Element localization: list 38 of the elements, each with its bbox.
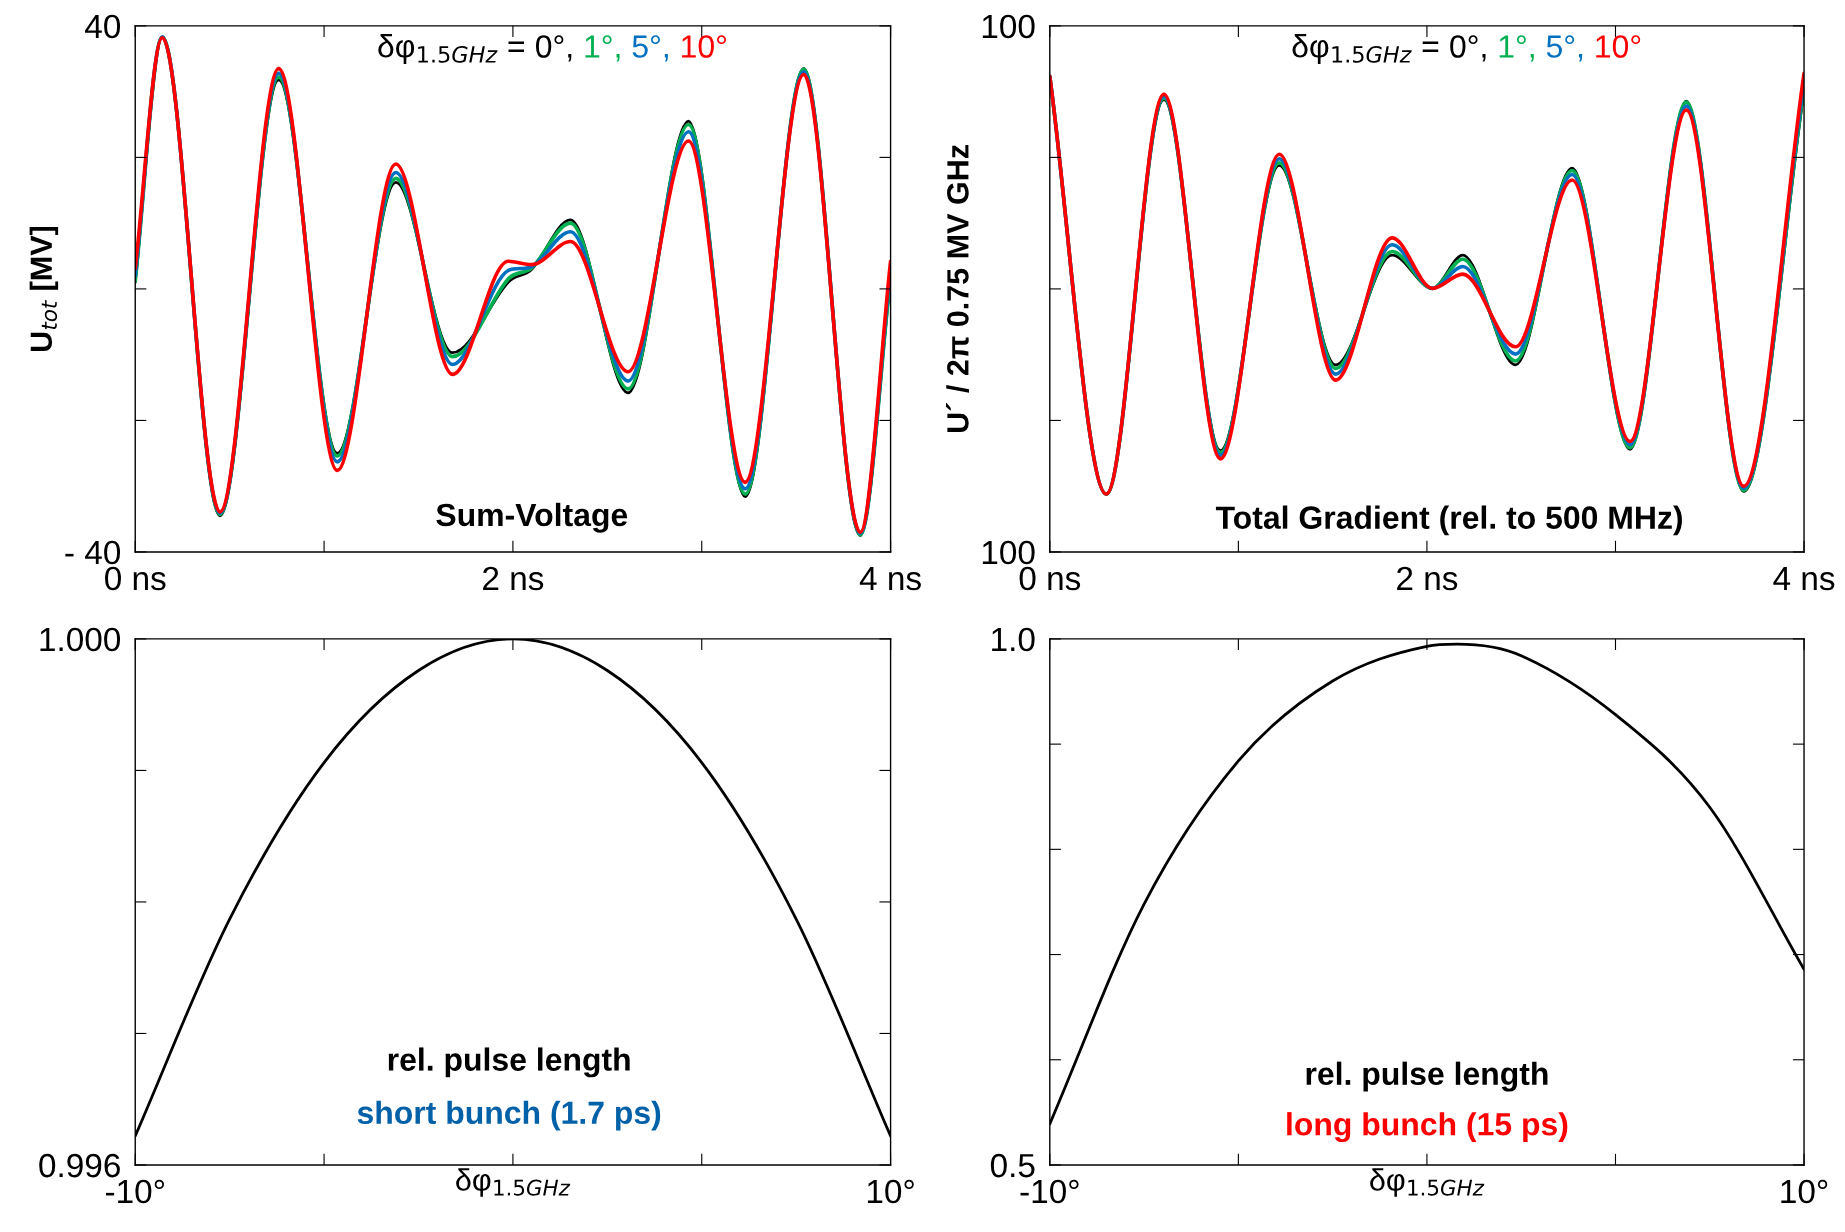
x-tick-label: -10° (1020, 1179, 1079, 1204)
text: 5°, (1546, 35, 1583, 62)
x-tick-label: 10° (1781, 1179, 1828, 1204)
x-tick-label: 0 ns (1019, 566, 1081, 591)
x-tick-label: 2 ns (483, 566, 544, 591)
text: 1°, (1499, 35, 1534, 62)
x-tick-label: -10° (105, 1179, 164, 1204)
legend-title: δφ$_{1.5GHz}$ = (378, 34, 525, 64)
y-axis-title: U$_{tot}$ [MV] (29, 226, 59, 352)
y-tick-label: 100 (982, 540, 1035, 565)
x-tick-label: 10° (867, 1179, 914, 1204)
y-tick-label: 0.996 (39, 1153, 120, 1178)
x-axis-title: δφ$_{1.5GHz}$ (456, 1168, 571, 1197)
legend-label: 0°, (1450, 35, 1486, 62)
x-axis-title: δφ$_{1.5GHz}$ (1370, 1168, 1485, 1197)
annotation: short bunch (1.7 ps) (357, 1100, 661, 1131)
text: 5°, (632, 35, 668, 62)
legend-title: δφ$_{1.5GHz}$ = (1292, 34, 1439, 64)
y-tick-label: 1.0 (992, 627, 1035, 652)
x-tick-label: 4 ns (859, 567, 921, 591)
x-tick-label: 4 ns (1773, 567, 1835, 591)
x-tick-label: 2 ns (1397, 566, 1458, 591)
y-tick-label: - 40 (65, 540, 121, 565)
y-tick-label: 100 (982, 14, 1035, 39)
annotation: rel. pulse length (388, 1047, 630, 1078)
annotation: Sum-Voltage (436, 502, 628, 533)
text: 10° (682, 35, 726, 58)
text: 1°, (585, 35, 620, 62)
y-tick-label: 40 (85, 14, 121, 39)
annotation: rel. pulse length (1306, 1061, 1548, 1092)
x-tick-label: 0 ns (105, 566, 166, 591)
annotation: long bunch (15 ps) (1287, 1112, 1568, 1143)
y-tick-label: 1.000 (40, 627, 121, 652)
y-axis-title: U´ / 2π 0.75 MV GHz (946, 145, 970, 433)
y-tick-label: 0.5 (990, 1153, 1035, 1178)
annotation: Total Gradient (rel. to 500 MHz) (1215, 505, 1682, 536)
text: 10° (1596, 35, 1641, 58)
legend-label: 0°, (536, 35, 572, 62)
